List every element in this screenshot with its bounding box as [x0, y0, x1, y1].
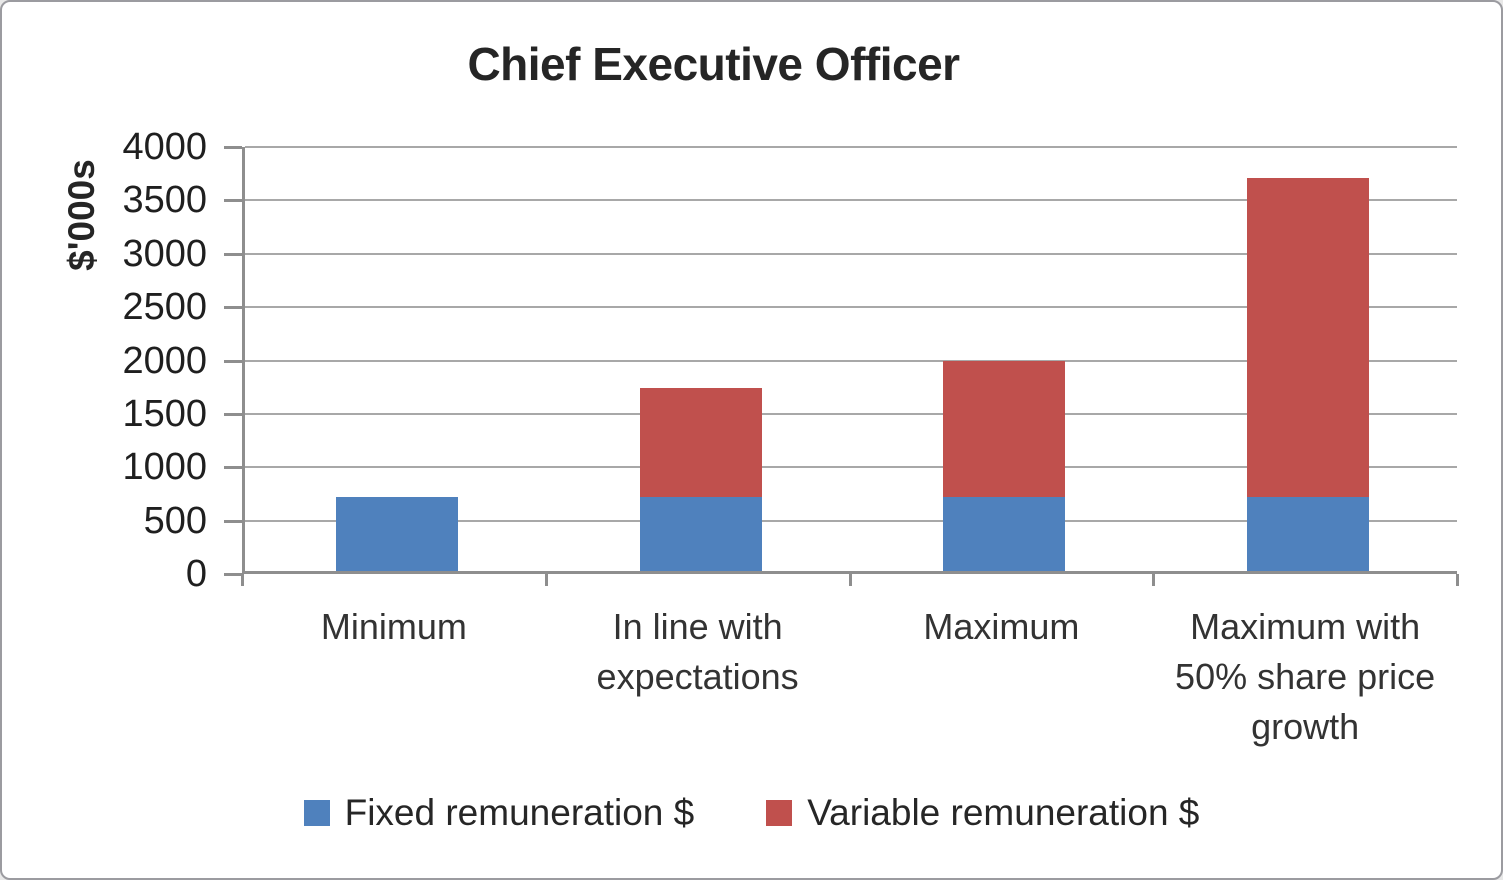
gridline-2500: [245, 306, 1457, 309]
bar-segment-fixed-remuneration-minimum: [335, 497, 458, 571]
y-tick-mark-3500: [224, 199, 242, 203]
chart-title: Chief Executive Officer: [467, 38, 960, 90]
x-category-label-maximum-with-50-share-price-growth: Maximum with 50% share price growth: [1175, 606, 1436, 747]
gridline-4000: [245, 146, 1457, 148]
legend-swatch-variable-remuneration: [766, 800, 793, 826]
y-tick-label-0: 0: [185, 553, 207, 595]
x-category-label-minimum: Minimum: [320, 606, 467, 647]
legend-label-variable-remuneration: Variable remuneration $: [807, 792, 1200, 833]
x-tick-mark-4: [1456, 574, 1459, 586]
y-tick-mark-3000: [224, 252, 242, 256]
y-tick-label-500: 500: [143, 499, 207, 542]
x-tick-mark-0: [241, 574, 244, 586]
y-tick-label-3500: 3500: [122, 179, 207, 222]
y-tick-mark-2500: [224, 306, 242, 310]
gridline-3000: [245, 252, 1457, 255]
gridline-2000: [245, 359, 1457, 362]
gridline-500: [245, 519, 1457, 522]
legend-item-fixed-remuneration: Fixed remuneration $: [303, 792, 695, 834]
y-tick-mark-4000: [224, 146, 242, 149]
x-category-label-maximum: Maximum: [923, 606, 1080, 647]
bar-segment-fixed-remuneration-in-line-with-expectations: [639, 497, 762, 571]
y-tick-label-2500: 2500: [122, 286, 207, 329]
x-tick-mark-3: [1152, 574, 1156, 586]
gridline-3500: [245, 199, 1457, 202]
plot-area: [242, 146, 1457, 574]
bar-segment-fixed-remuneration-maximum-with-50-share-price-growth: [1247, 497, 1370, 571]
bar-segment-variable-remuneration-in-line-with-expectations: [639, 388, 762, 498]
x-tick-mark-1: [544, 574, 548, 586]
gridline-1000: [245, 466, 1457, 469]
y-tick-label-1000: 1000: [122, 446, 207, 489]
bar-segment-variable-remuneration-maximum-with-50-share-price-growth: [1247, 178, 1370, 498]
x-category-label-in-line-with-expectations: In line with expectations: [596, 606, 799, 697]
y-tick-label-3000: 3000: [122, 232, 207, 275]
y-tick-label-1500: 1500: [122, 392, 207, 435]
y-tick-mark-1000: [224, 466, 242, 470]
y-tick-mark-500: [224, 519, 242, 523]
legend-item-variable-remuneration: Variable remuneration $: [766, 792, 1199, 834]
y-tick-label-4000: 4000: [122, 126, 207, 168]
bar-segment-fixed-remuneration-maximum: [943, 497, 1066, 571]
x-tick-mark-2: [848, 574, 852, 586]
legend-label-fixed-remuneration: Fixed remuneration $: [344, 792, 695, 833]
legend-swatch-fixed-remuneration: [303, 800, 330, 826]
bar-segment-variable-remuneration-maximum: [943, 360, 1066, 498]
x-category-labels: Minimum In line with expectations Maximum M…: [242, 602, 1457, 752]
y-tick-mark-2000: [224, 359, 242, 363]
y-tick-mark-1500: [224, 412, 242, 416]
y-tick-label-2000: 2000: [122, 339, 207, 382]
y-tick-mark-0: [224, 573, 242, 576]
gridline-1500: [245, 412, 1457, 415]
legend: Fixed remuneration $ Variable remuneratio…: [2, 792, 1501, 834]
